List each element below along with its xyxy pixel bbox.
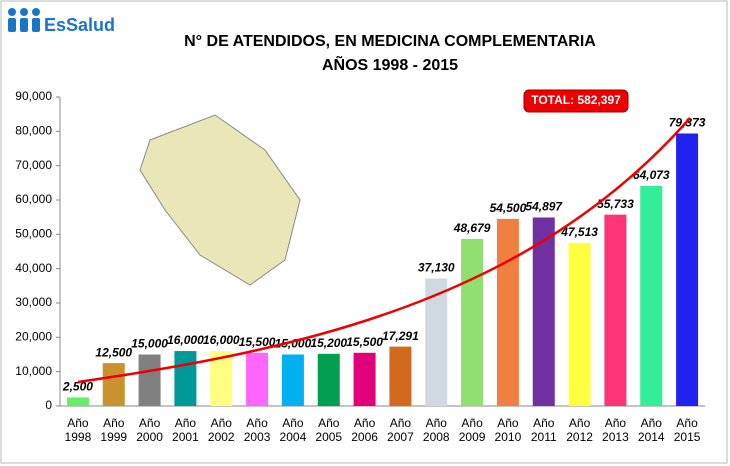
value-label: 2,500 — [62, 380, 93, 394]
bar — [640, 186, 663, 406]
y-tick-label: 30,000 — [15, 295, 52, 309]
value-label: 54,500 — [490, 201, 527, 215]
bar — [676, 133, 699, 407]
bar — [425, 278, 448, 406]
map-image — [139, 114, 301, 286]
value-label: 55,733 — [597, 197, 634, 211]
x-tick-label: Año 2004 — [279, 416, 307, 444]
bar — [66, 397, 89, 406]
value-label: 17,291 — [382, 329, 419, 343]
value-label: 15,500 — [346, 335, 383, 349]
bar — [461, 238, 484, 406]
value-label: 16,000 — [167, 333, 204, 347]
bar — [317, 353, 340, 406]
y-tick-label: 50,000 — [15, 227, 52, 241]
chart-subtitle: AÑOS 1998 - 2015 — [322, 54, 458, 74]
x-tick-label: Año 2007 — [387, 416, 414, 444]
y-tick-label: 60,000 — [15, 192, 52, 206]
x-tick-label: Año 2015 — [673, 416, 701, 444]
value-label: 48,679 — [453, 221, 491, 235]
x-tick-label: Año 2009 — [458, 416, 486, 444]
x-tick-label: Año 1998 — [64, 416, 92, 444]
bar — [102, 363, 125, 406]
x-tick-label: Año 1999 — [100, 416, 128, 444]
bar — [210, 351, 233, 406]
x-tick-label: Año 2013 — [602, 416, 629, 444]
annotation: TOTAL: 582,397 — [531, 93, 621, 107]
value-label: 15,500 — [239, 335, 276, 349]
y-tick-label: 40,000 — [15, 261, 52, 275]
bar — [281, 354, 304, 406]
logo-icon — [8, 8, 40, 32]
y-tick-label: 70,000 — [15, 158, 52, 172]
logo: EsSalud — [44, 15, 115, 35]
bar — [174, 351, 197, 406]
bar — [246, 352, 269, 406]
y-tick-label: 0 — [45, 398, 52, 412]
y-tick-label: 90,000 — [15, 89, 52, 103]
annotation-box — [523, 89, 629, 113]
value-label: 47,513 — [560, 225, 598, 239]
x-tick-label: Año 2011 — [530, 416, 557, 444]
x-tick-label: Año 2014 — [637, 416, 665, 444]
value-label: 12,500 — [95, 345, 132, 359]
bar — [496, 218, 519, 406]
x-tick-label: Año 2001 — [172, 416, 199, 444]
value-label: 16,000 — [203, 333, 240, 347]
bar — [389, 346, 412, 406]
bar — [532, 217, 555, 406]
y-tick-label: 10,000 — [15, 364, 52, 378]
x-tick-label: Año 2002 — [207, 416, 235, 444]
y-tick-label: 20,000 — [15, 330, 52, 344]
trend-curve — [77, 117, 691, 384]
value-label: 37,130 — [418, 261, 455, 275]
x-tick-label: Año 2010 — [494, 416, 522, 444]
value-label: 64,073 — [633, 168, 670, 182]
x-tick-label: Año 2012 — [566, 416, 593, 444]
bar — [138, 354, 161, 406]
y-tick-label: 80,000 — [15, 124, 52, 138]
x-tick-label: Año 2000 — [136, 416, 163, 444]
value-label: 15,000 — [131, 337, 168, 351]
value-label: 54,897 — [525, 200, 563, 214]
x-tick-label: Año 2006 — [351, 416, 378, 444]
x-tick-label: Año 2005 — [315, 416, 343, 444]
bar — [604, 214, 627, 406]
bar — [568, 242, 591, 406]
x-tick-label: Año 2008 — [422, 416, 450, 444]
chart-title: N° DE ATENDIDOS, EN MEDICINA COMPLEMENTA… — [184, 33, 596, 50]
bar — [353, 352, 376, 406]
x-tick-label: Año 2003 — [243, 416, 271, 444]
value-label: 15,200 — [310, 336, 347, 350]
